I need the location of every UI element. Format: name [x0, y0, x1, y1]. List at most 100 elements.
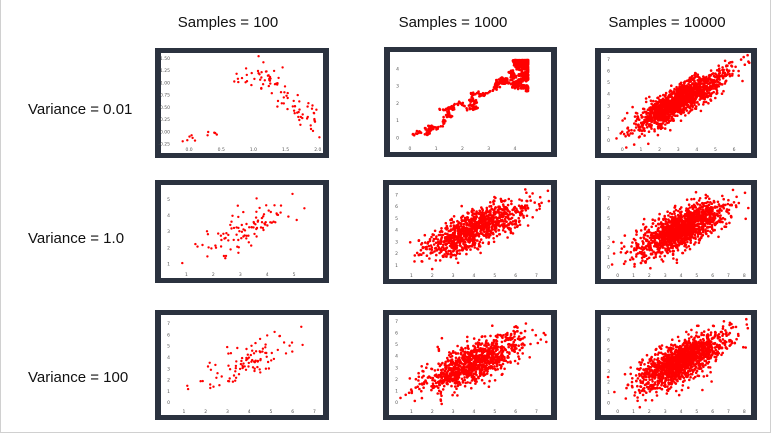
- scatter-point: [243, 234, 246, 237]
- scatter-point: [477, 242, 481, 246]
- scatter-point: [417, 239, 421, 242]
- scatter-point: [299, 123, 302, 127]
- scatter-point: [631, 105, 634, 109]
- scatter-point: [629, 250, 633, 254]
- scatter-point: [657, 218, 661, 221]
- x-tick-label: 8: [743, 273, 746, 279]
- scatter-point: [643, 252, 646, 256]
- scatter-point: [673, 87, 676, 91]
- scatter-point: [685, 198, 689, 201]
- scatter-point: [698, 77, 701, 81]
- scatter-point: [704, 100, 708, 104]
- scatter-point: [513, 205, 517, 209]
- x-tick-label: 1: [185, 272, 188, 278]
- scatter-point: [688, 96, 692, 99]
- scatter-point: [480, 207, 484, 211]
- scatter-point: [461, 214, 465, 218]
- scatter-point: [725, 69, 729, 72]
- scatter-point: [684, 93, 687, 96]
- scatter-point: [626, 131, 629, 134]
- scatter-point: [245, 80, 249, 83]
- y-tick-label: 5: [607, 216, 610, 222]
- scatter-point: [499, 219, 503, 223]
- scatter-point: [526, 63, 530, 66]
- scatter-point: [683, 101, 686, 104]
- scatter-point: [715, 91, 719, 95]
- scatter-point: [408, 241, 412, 244]
- scatter-point: [677, 216, 681, 219]
- scatter-point: [722, 89, 725, 93]
- scatter-point: [488, 209, 492, 212]
- scatter-point: [649, 113, 652, 117]
- scatter-point: [419, 131, 423, 135]
- scatter-point: [716, 77, 720, 80]
- scatter-point: [717, 85, 721, 88]
- scatter-point: [625, 111, 629, 115]
- scatter-point: [717, 67, 721, 70]
- scatter-point: [715, 221, 719, 224]
- scatter-point: [664, 96, 668, 99]
- scatter-point: [696, 220, 700, 223]
- scatter-point: [475, 228, 479, 231]
- scatter-point: [469, 103, 472, 106]
- scatter-point: [705, 85, 708, 88]
- y-tick-label: 0.00: [160, 129, 170, 135]
- scatter-point: [475, 233, 478, 237]
- scatter-point: [528, 195, 532, 198]
- scatter-point: [700, 88, 703, 92]
- scatter-point: [303, 207, 306, 210]
- scatter-point: [656, 250, 660, 254]
- scatter-point: [631, 257, 635, 261]
- scatter-point: [672, 257, 675, 260]
- x-tick-label: 7: [727, 273, 730, 279]
- scatter-point: [503, 225, 507, 228]
- scatter-point: [464, 234, 467, 238]
- scatter-point: [507, 197, 511, 201]
- scatter-point: [305, 117, 309, 120]
- scatter-point: [262, 61, 265, 64]
- scatter-point: [638, 135, 642, 138]
- scatter-point: [666, 210, 669, 213]
- scatter-point: [646, 234, 649, 238]
- scatter-point: [634, 255, 638, 258]
- scatter-point: [624, 260, 627, 263]
- scatter-point: [434, 259, 438, 262]
- x-tick-label: 4: [473, 273, 476, 279]
- scatter-point: [747, 60, 750, 63]
- scatter-point: [520, 204, 524, 208]
- scatter-point: [629, 258, 632, 262]
- scatter-point: [494, 223, 497, 227]
- scatter-point: [642, 223, 645, 226]
- scatter-point: [258, 206, 261, 210]
- scatter-point: [298, 108, 301, 111]
- scatter-point: [667, 241, 671, 244]
- scatter-point: [682, 109, 685, 112]
- scatter-point: [214, 244, 217, 247]
- scatter-point: [650, 127, 653, 130]
- scatter-point: [477, 212, 480, 215]
- scatter-point: [423, 133, 427, 136]
- y-tick-label: 7: [607, 57, 610, 63]
- scatter-point: [703, 212, 707, 215]
- y-tick-label: 0: [607, 265, 610, 271]
- x-tick-label: 3: [664, 273, 667, 279]
- scatter-point: [662, 93, 665, 97]
- scatter-point: [459, 224, 463, 228]
- scatter-point: [634, 123, 638, 126]
- scatter-point: [529, 199, 532, 202]
- scatter-point: [236, 204, 239, 207]
- scatter-point: [492, 216, 495, 219]
- scatter-point: [677, 89, 680, 92]
- scatter-point: [310, 107, 314, 110]
- scatter-point: [465, 230, 468, 234]
- y-tick-label: -0.25: [158, 142, 170, 148]
- scatter-point: [518, 223, 522, 227]
- scatter-point: [276, 99, 280, 103]
- scatter-point: [230, 227, 233, 230]
- scatter-point: [453, 246, 457, 250]
- scatter-point: [717, 64, 720, 67]
- scatter-point: [698, 88, 701, 91]
- scatter-point: [237, 215, 240, 219]
- scatter-point: [442, 248, 446, 251]
